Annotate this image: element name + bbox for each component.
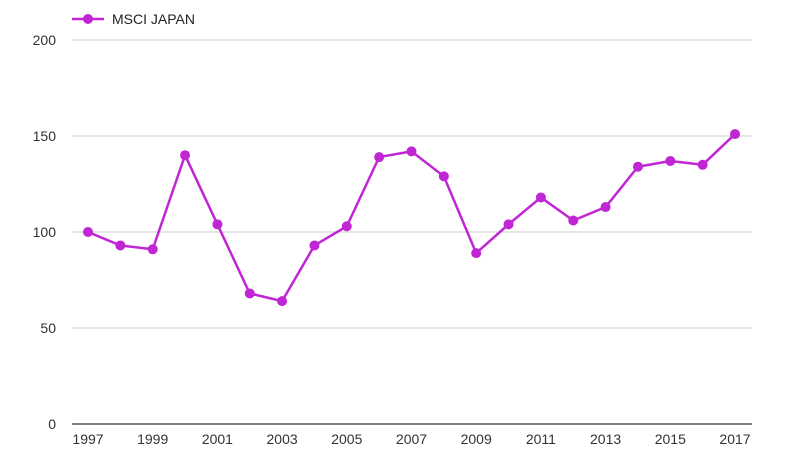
data-point <box>730 129 740 140</box>
series-layer <box>83 129 740 307</box>
x-tick-label: 2005 <box>331 431 362 447</box>
data-point <box>83 227 93 237</box>
data-point <box>180 150 191 161</box>
data-point <box>632 161 643 172</box>
x-tick-label: 2001 <box>202 431 233 447</box>
y-tick-label: 150 <box>33 128 57 144</box>
legend: MSCI JAPAN <box>72 11 195 27</box>
data-point <box>535 192 546 203</box>
data-point <box>309 240 320 251</box>
x-axis-tick-labels: 1997 1999 2001 2003 2005 2007 2009 2011 2013 2015… <box>72 431 750 447</box>
data-point <box>697 159 708 170</box>
y-tick-label: 0 <box>48 416 56 432</box>
data-point <box>115 240 126 251</box>
data-point <box>600 202 611 213</box>
x-tick-label: 2011 <box>526 431 556 447</box>
legend-point-marker <box>83 14 93 24</box>
x-tick-label: 2013 <box>590 431 621 447</box>
y-tick-label: 200 <box>33 32 57 48</box>
legend-label: MSCI JAPAN <box>112 11 195 27</box>
y-tick-label: 50 <box>40 320 56 336</box>
data-point <box>341 221 352 232</box>
data-point <box>244 288 255 299</box>
x-tick-label: 2009 <box>461 431 492 447</box>
data-point <box>212 219 223 230</box>
data-point <box>438 171 449 182</box>
data-point <box>277 296 288 307</box>
x-tick-label: 2003 <box>267 431 298 447</box>
gridlines <box>72 39 752 425</box>
data-point <box>406 146 417 157</box>
y-axis-tick-labels: 0 50 100 150 200 <box>33 32 57 432</box>
x-tick-label: 1997 <box>72 431 103 447</box>
data-point <box>471 248 482 259</box>
data-point <box>568 215 579 226</box>
data-point <box>374 152 385 163</box>
data-point <box>665 155 676 166</box>
data-point <box>147 244 158 255</box>
x-tick-label: 2007 <box>396 431 427 447</box>
x-tick-label: 2017 <box>719 431 750 447</box>
x-tick-label: 2015 <box>655 431 686 447</box>
data-point <box>503 219 514 230</box>
x-tick-label: 1999 <box>137 431 168 447</box>
y-tick-label: 100 <box>33 224 57 240</box>
